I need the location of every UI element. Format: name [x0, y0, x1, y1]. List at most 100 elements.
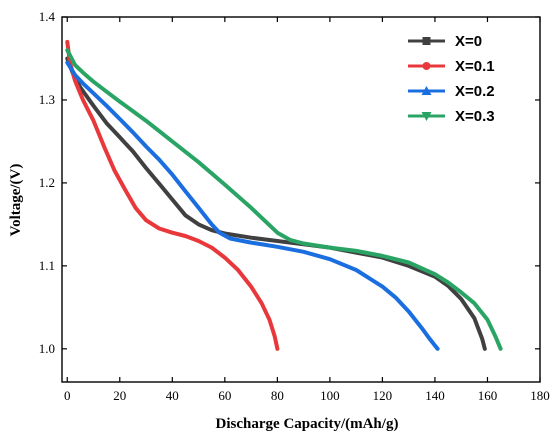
series-3	[65, 60, 440, 351]
data-point	[302, 250, 305, 253]
data-point	[229, 237, 231, 240]
data-point	[218, 231, 221, 234]
data-point	[407, 265, 410, 267]
data-point	[118, 118, 121, 120]
y-tick-label: 1.2	[39, 175, 55, 190]
data-point	[329, 246, 331, 249]
data-point	[197, 206, 200, 209]
data-point	[105, 90, 108, 93]
series-2	[65, 39, 280, 351]
data-point	[171, 140, 174, 143]
data-point	[66, 49, 69, 51]
data-point	[145, 167, 147, 169]
x-tick-label: 160	[478, 388, 498, 403]
x-tick-label: 120	[373, 388, 393, 403]
data-point	[124, 188, 126, 191]
data-point	[66, 61, 69, 64]
data-point	[74, 80, 76, 82]
legend-label: X=0	[455, 33, 482, 50]
data-point	[171, 198, 174, 201]
x-tick-label: 60	[218, 388, 231, 403]
plot-frame	[61, 16, 541, 383]
y-axis-title: Voltage/(V)	[8, 164, 24, 237]
data-point	[473, 302, 476, 304]
x-tick-label: 20	[113, 388, 126, 403]
data-point	[82, 82, 84, 85]
data-point	[394, 296, 397, 299]
data-point	[158, 227, 160, 230]
data-point	[499, 348, 502, 350]
y-tick-label: 1.1	[39, 258, 55, 273]
data-point	[92, 104, 95, 107]
legend-marker	[422, 37, 431, 45]
x-tick-label: 80	[271, 388, 284, 403]
data-point	[66, 41, 69, 43]
data-point	[250, 241, 252, 244]
data-point	[460, 298, 463, 300]
data-point	[268, 318, 271, 321]
data-point	[132, 131, 134, 134]
data-point	[118, 100, 121, 103]
data-point	[407, 310, 410, 313]
y-tick-label: 1.4	[39, 9, 56, 24]
data-point	[74, 74, 76, 76]
legend-label: X=0.2	[455, 83, 495, 100]
data-point	[210, 246, 213, 249]
data-point	[434, 273, 436, 275]
series-4	[65, 48, 503, 351]
series-line	[65, 48, 503, 351]
data-point	[74, 64, 76, 66]
data-point	[273, 335, 276, 338]
data-point	[407, 261, 410, 264]
y-tick-label: 1.0	[39, 341, 55, 356]
data-point	[460, 291, 463, 294]
data-point	[381, 255, 384, 257]
data-point	[447, 284, 449, 287]
data-point	[171, 173, 174, 176]
data-point	[197, 223, 200, 226]
data-point	[434, 344, 436, 347]
plot-border	[61, 16, 541, 383]
data-point	[436, 348, 439, 350]
data-point	[473, 317, 476, 319]
x-axis-title: Discharge Capacity/(mAh/g)	[216, 416, 399, 432]
data-point	[184, 190, 187, 193]
data-point	[428, 338, 431, 340]
data-point	[263, 219, 266, 222]
data-point	[481, 338, 484, 340]
data-point	[250, 206, 252, 209]
data-point	[105, 122, 108, 124]
data-point	[82, 71, 84, 74]
x-tick-label: 100	[320, 388, 340, 403]
y-tick-label: 1.3	[39, 92, 55, 107]
legend: X=0 X=0.1 X=0.2 X=0.3	[408, 33, 495, 125]
legend-item-2: X=0.1	[408, 58, 495, 75]
x-tick-label: 0	[64, 388, 71, 403]
data-point	[250, 236, 252, 239]
data-point	[486, 318, 489, 321]
data-point	[184, 214, 187, 217]
data-point	[447, 281, 449, 284]
data-point	[145, 145, 147, 148]
series-1	[65, 56, 487, 351]
data-point	[237, 269, 239, 271]
data-point	[103, 145, 105, 148]
data-point	[158, 182, 160, 185]
x-tick-label: 140	[425, 388, 445, 403]
x-tick-label: 180	[530, 388, 550, 403]
data-point	[289, 239, 292, 241]
data-point	[224, 256, 226, 259]
data-point	[113, 169, 116, 172]
data-point	[82, 99, 84, 101]
legend-label: X=0.3	[455, 108, 495, 125]
data-point	[250, 285, 252, 288]
legend-item-4: X=0.3	[408, 108, 495, 125]
data-point	[484, 348, 486, 350]
x-tick-label: 40	[166, 388, 179, 403]
data-point	[355, 269, 357, 271]
data-point	[210, 223, 213, 226]
data-point	[105, 104, 108, 107]
data-point	[197, 240, 200, 242]
data-point	[276, 245, 279, 248]
data-point	[421, 327, 423, 329]
